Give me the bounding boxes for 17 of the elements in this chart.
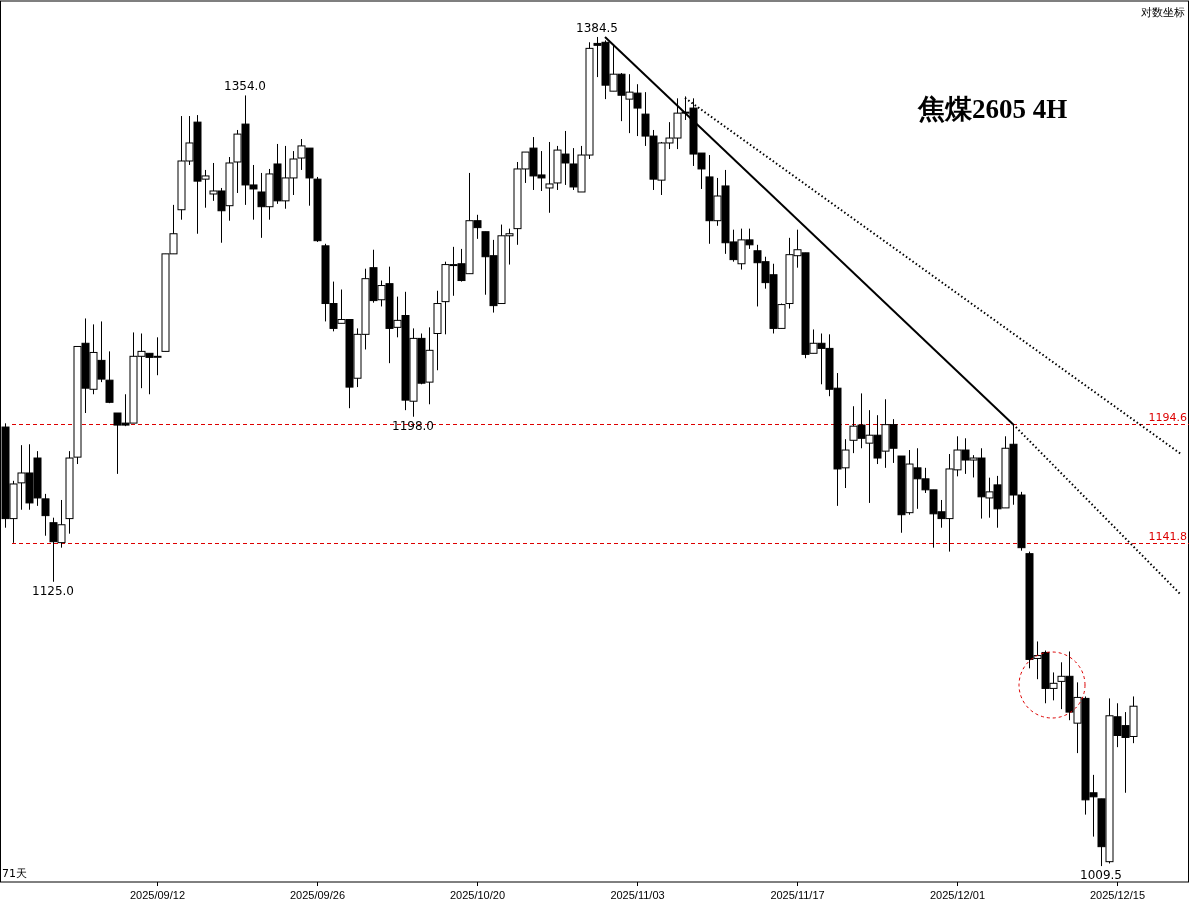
x-tick-label: 2025/09/26 bbox=[289, 888, 346, 899]
annotation: 1009.5 bbox=[1080, 868, 1122, 883]
x-tick-label: 2025/12/01 bbox=[929, 888, 986, 899]
x-tick-label: 2025/12/15 bbox=[1089, 888, 1146, 899]
annotation: 1354.0 bbox=[224, 79, 266, 94]
x-tick-label: 2025/11/17 bbox=[770, 888, 825, 899]
annotation: 71天 bbox=[2, 867, 27, 880]
ref-line-label: 1194.6 bbox=[1148, 410, 1187, 424]
x-tick-label: 2025/10/20 bbox=[449, 888, 506, 899]
text: 焦煤2605 4H bbox=[917, 94, 1068, 124]
x-tick-label: 2025/11/03 bbox=[610, 888, 665, 899]
annotation: 1125.0 bbox=[32, 583, 74, 598]
annotation: 1384.5 bbox=[576, 20, 618, 35]
annotation: 对数坐标 bbox=[1141, 6, 1185, 19]
annotation: 1198.0 bbox=[392, 418, 434, 433]
x-tick-label: 2025/09/12 bbox=[129, 888, 186, 899]
ref-line-label: 1141.8 bbox=[1148, 529, 1187, 543]
